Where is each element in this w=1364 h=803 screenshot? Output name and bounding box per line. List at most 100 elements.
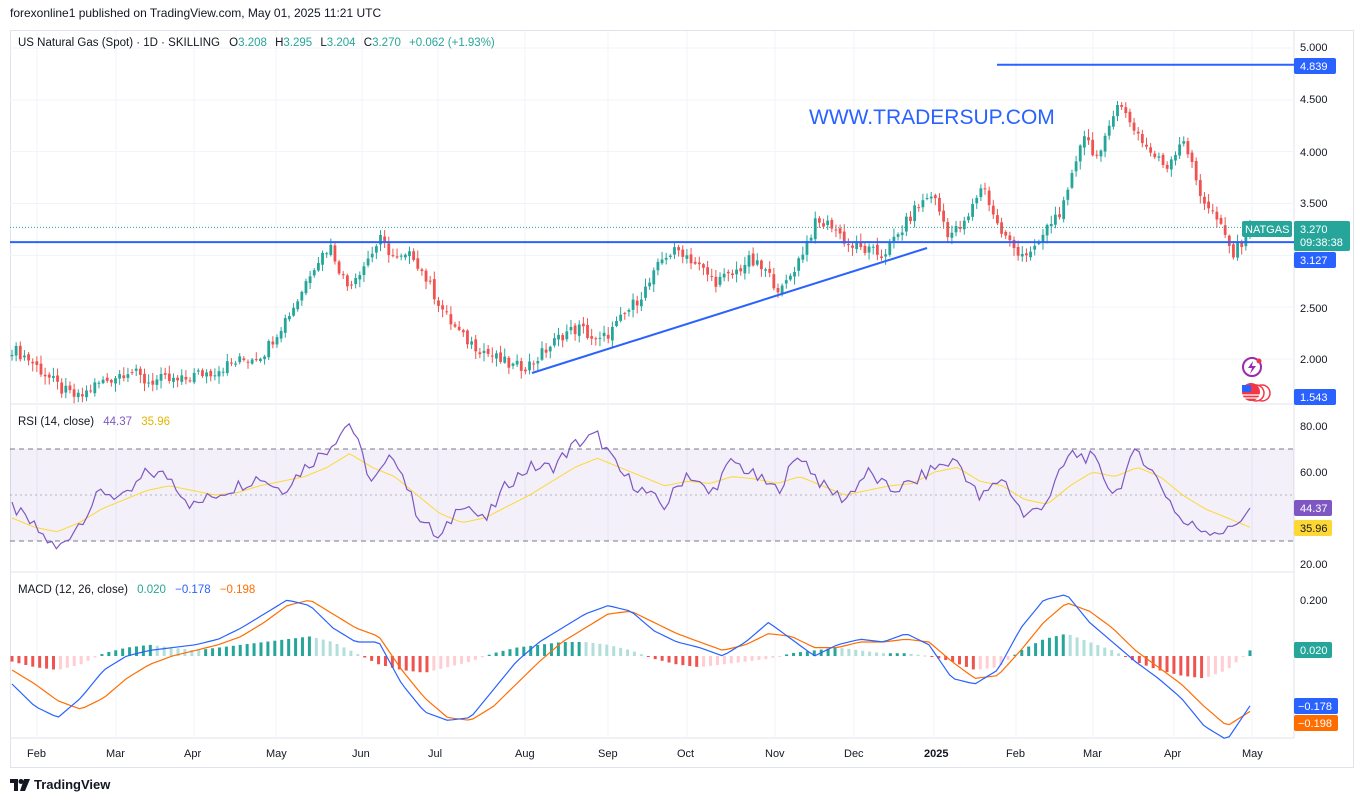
chart-frame[interactable] [10,30,1354,768]
macd-hist-bar [798,652,802,656]
macd-hist-bar [743,656,747,662]
candle-body [938,197,941,212]
lightning-event-icon[interactable] [1242,357,1262,377]
candle-body [627,309,631,312]
time-label-15: May [1242,748,1263,760]
macd-hist-bar [259,642,263,656]
svg-text:−0.178: −0.178 [1298,701,1332,713]
macd-hist-bar [958,656,962,665]
macd-hist-bar [563,642,567,656]
price-tick-3500: 3.500 [1300,198,1328,210]
macd-hist-bar [72,656,76,666]
candle-body [470,341,473,345]
time-label-8: Oct [677,748,694,760]
rsi-value-tag: 44.37 [1294,500,1332,516]
macd-hist-bar [466,656,470,663]
candle-body [532,363,536,365]
candle-body [279,330,283,339]
macd-hist-bar [909,653,913,656]
ascending-trendline[interactable] [531,247,928,374]
candle-body [43,374,47,377]
macd-hist-bar [515,647,519,656]
macd-hist-bar [1089,642,1093,656]
macd-hist-bar [875,652,879,656]
macd-hist-bar [211,648,215,656]
candle-body [27,354,30,361]
macd-axis: 0.200 [1300,595,1328,607]
price-tick-4500: 4.500 [1300,94,1328,106]
macd-hist-bar [31,656,35,667]
candle-body [300,291,304,301]
macd-hist-bar [999,656,1003,665]
macd-hist-bar [653,656,657,660]
us-flag-event-icon[interactable] [1242,383,1271,402]
candle-body [399,255,403,257]
macd-tick-0200: 0.200 [1300,595,1328,607]
candle-body [56,375,59,382]
macd-hist-bar [591,642,595,656]
candle-body [975,197,979,204]
candle-body [962,220,966,230]
candle-body [648,282,652,287]
candle-body [967,216,970,221]
candle-body [412,251,416,260]
macd-hist-bar [335,644,339,656]
macd-hist-bar [916,654,920,656]
svg-text:3.270: 3.270 [1300,224,1328,236]
candle-body [205,372,209,377]
candle-body [163,373,167,375]
candle-body [871,246,875,248]
macd-hist-bar [598,643,602,656]
candle-body [1161,154,1165,165]
svg-text:09:38:38: 09:38:38 [1300,237,1343,249]
candle-body [987,190,991,206]
candle-body [345,275,349,287]
candle-body [1232,244,1235,258]
symbol-tag[interactable]: NATGAS [1242,221,1292,237]
candle-body [619,314,623,321]
price-tick-5000: 5.000 [1300,42,1328,54]
candle-body [395,256,399,258]
macd-hist-bar [854,649,858,656]
candle-body [615,320,618,327]
candle-body [1219,217,1223,224]
candle-body [1128,111,1132,123]
candle-body [1066,189,1070,200]
candle-body [85,390,88,398]
tradingview-footer[interactable]: TradingView [10,777,110,792]
candle-body [1000,222,1003,234]
candle-body [1029,251,1032,258]
macd-hist-bar [397,656,401,670]
candle-body [1041,234,1045,242]
candle-body [660,259,664,264]
macd-hist-bar [937,656,941,659]
macd-hist-bar [1234,656,1238,663]
candle-body [1198,180,1202,196]
time-label-7: Sep [598,748,618,760]
macd-hist-bar [280,639,284,656]
candle-body [925,198,929,200]
candle-body [1033,245,1037,250]
candle-body [743,264,747,274]
candle-body [35,361,39,365]
candle-body [387,243,391,256]
candle-body [801,254,805,260]
macd-hist-bar [971,656,975,670]
candle-body [167,373,171,381]
time-label-5: Jul [428,748,442,760]
candle-body [288,316,291,320]
candle-body [702,264,705,268]
macd-hist-bar [812,650,816,656]
macd-hist-bar [639,654,643,656]
macd-hist-bar [100,654,104,656]
candle-body [544,349,548,353]
candle-body [664,257,668,260]
candle-body [689,254,693,264]
candle-body [1207,201,1210,209]
candle-body [888,241,892,255]
macd-hist-bar [176,648,180,656]
candle-body [958,227,962,229]
candle-body [441,305,445,310]
macd-hist-bar [252,643,256,656]
